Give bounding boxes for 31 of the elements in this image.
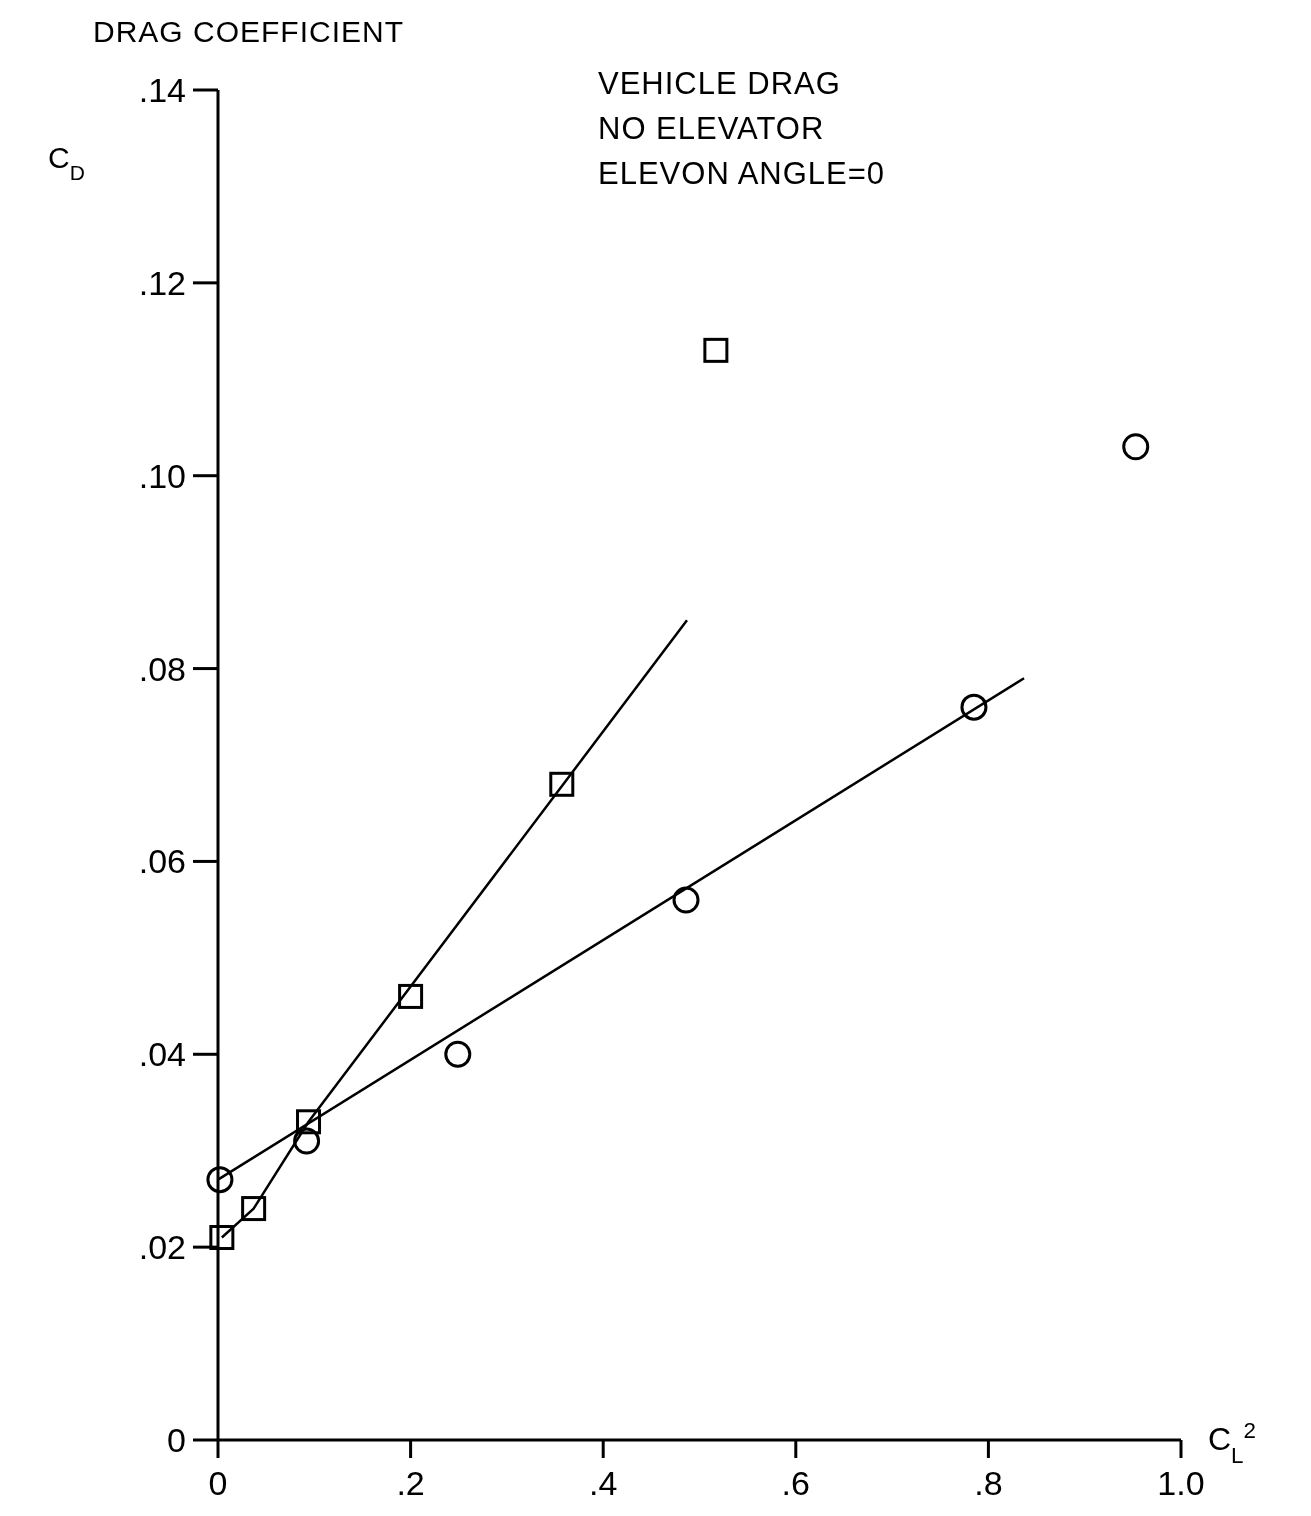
point [444,1040,472,1068]
x-tick-label: 1.0 [1157,1464,1205,1502]
point [398,983,424,1009]
y-tick-label: .02 [138,1228,186,1267]
point [960,693,988,721]
point [241,1196,267,1222]
point [206,1166,234,1194]
annotation: NO ELEVATOR [598,111,825,146]
annotation: ELEVON ANGLE=0 [598,156,886,191]
y-axis-title: C$_{D}$ [48,141,85,184]
x-tick-label: .2 [396,1464,425,1502]
point [209,1225,235,1250]
point [672,886,700,914]
y-tick-label: 0 [167,1421,186,1459]
y-tick-label: .08 [138,649,186,688]
annotation: VEHICLE DRAG [598,66,841,101]
y-tick-label: .06 [138,842,186,881]
x-tick-label: .8 [974,1464,1003,1502]
y-tick-label: .10 [138,456,186,495]
y-tick-label: .14 [138,71,186,109]
point [1122,433,1150,461]
x-tick-label: .4 [589,1464,618,1502]
x-tick-label: .6 [781,1464,810,1502]
point [296,1109,322,1135]
point [293,1127,321,1155]
point [549,771,575,797]
x-tick-label: 0 [208,1464,228,1502]
y-tick-label: .04 [138,1035,186,1074]
chart-title: DRAG COEFFICIENT [93,15,405,48]
y-tick-label: .12 [138,263,186,302]
point [703,337,729,363]
